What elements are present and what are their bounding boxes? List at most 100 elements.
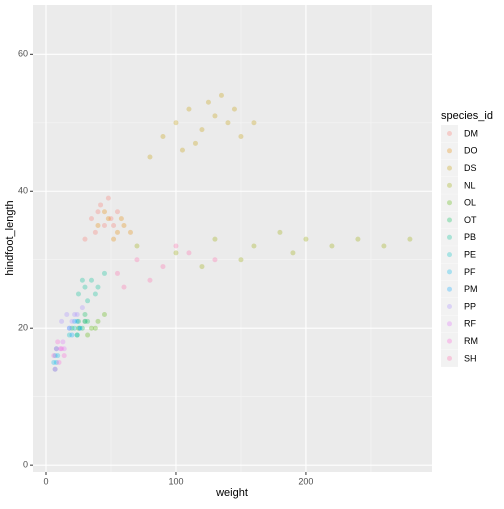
legend-symbol: [447, 148, 452, 154]
point: [88, 325, 94, 331]
point: [66, 332, 72, 338]
point: [212, 236, 218, 242]
point: [52, 353, 58, 359]
point: [74, 332, 80, 338]
legend-label: OT: [464, 215, 477, 225]
legend-key: [441, 228, 458, 246]
point: [66, 325, 72, 331]
point: [82, 318, 88, 324]
point: [55, 353, 61, 359]
point: [88, 277, 94, 283]
point: [79, 277, 85, 283]
point: [238, 257, 244, 263]
point: [111, 222, 117, 228]
point: [118, 216, 124, 222]
point: [75, 325, 81, 331]
point: [61, 346, 67, 352]
legend-key: [441, 176, 458, 194]
y-tick-label: 40: [18, 186, 28, 196]
point: [75, 318, 81, 324]
legend-symbol: [447, 269, 452, 275]
point: [92, 291, 98, 297]
point: [95, 318, 101, 324]
point: [82, 236, 88, 242]
point: [74, 332, 80, 338]
legend-symbol: [447, 200, 452, 206]
legend-title: species_id: [441, 110, 493, 122]
legend-label: OL: [464, 198, 476, 208]
point: [72, 312, 78, 318]
point: [179, 147, 185, 153]
point: [77, 325, 83, 331]
legend-key: [441, 211, 458, 229]
x-tick-label: 0: [43, 476, 48, 486]
y-axis-label: hindfoot_length: [4, 200, 16, 275]
point: [79, 305, 85, 311]
point: [173, 243, 179, 249]
point: [407, 236, 413, 242]
point: [92, 325, 98, 331]
point: [212, 113, 218, 119]
point: [72, 325, 78, 331]
point: [61, 353, 67, 359]
legend-label: DO: [464, 146, 478, 156]
point: [101, 222, 107, 228]
point: [101, 270, 107, 276]
legend-label: RM: [464, 336, 478, 346]
legend-label: SH: [464, 353, 477, 363]
point: [64, 312, 70, 318]
point: [192, 140, 198, 146]
legend-symbol: [447, 234, 452, 240]
point: [105, 195, 111, 201]
legend-key: [441, 280, 458, 298]
x-axis-label: weight: [215, 487, 248, 499]
point: [251, 243, 257, 249]
legend-label: NL: [464, 180, 476, 190]
legend-label: PF: [464, 267, 476, 277]
point: [121, 222, 127, 228]
point: [66, 325, 72, 331]
point: [60, 339, 66, 345]
x-tick-label: 100: [168, 476, 183, 486]
point: [238, 133, 244, 139]
panel: [33, 5, 432, 472]
point: [147, 154, 153, 160]
point: [205, 99, 211, 105]
legend-key: [441, 349, 458, 367]
point: [95, 222, 101, 228]
point: [53, 346, 59, 352]
point: [85, 332, 91, 338]
point: [101, 312, 107, 318]
point: [186, 250, 192, 256]
point: [134, 257, 140, 263]
point: [355, 236, 361, 242]
point: [95, 209, 101, 215]
legend-label: PB: [464, 232, 476, 242]
legend-symbol: [447, 182, 452, 188]
point: [134, 243, 140, 249]
point: [52, 366, 58, 372]
point: [75, 291, 81, 297]
point: [231, 106, 237, 112]
point: [147, 277, 153, 283]
point: [303, 236, 309, 242]
legend-label: PE: [464, 249, 476, 259]
point: [74, 318, 80, 324]
point: [114, 270, 120, 276]
legend-symbol: [447, 252, 452, 258]
legend-symbol: [447, 321, 452, 327]
legend-key: [441, 142, 458, 160]
point: [59, 346, 65, 352]
point: [160, 264, 166, 270]
point: [57, 346, 63, 352]
point: [277, 229, 283, 235]
point: [111, 236, 117, 242]
point: [69, 325, 75, 331]
point: [85, 318, 91, 324]
point: [98, 202, 104, 208]
point: [69, 332, 75, 338]
point: [251, 120, 257, 126]
point: [225, 120, 231, 126]
legend-label: PM: [464, 284, 478, 294]
